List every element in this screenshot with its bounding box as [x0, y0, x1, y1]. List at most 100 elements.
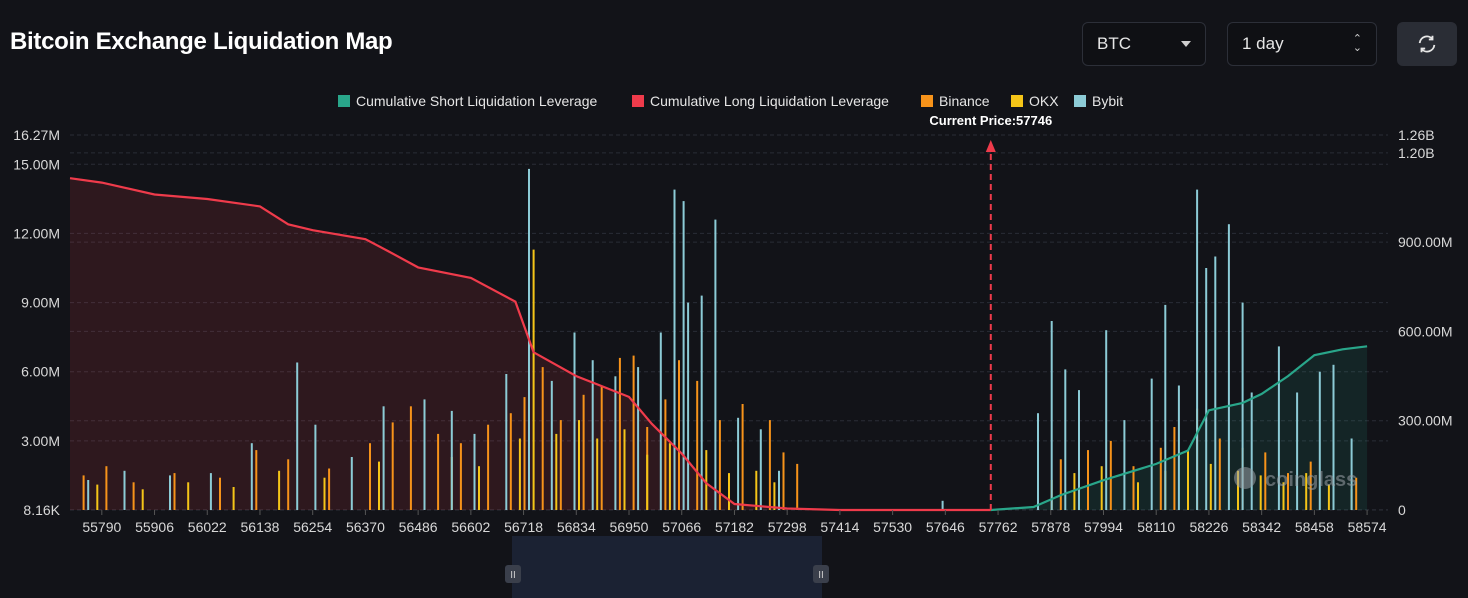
x-tick-label: 57066	[662, 519, 701, 535]
x-tick-label: 57298	[768, 519, 807, 535]
liquidation-bar	[518, 438, 521, 510]
current-price-label: Current Price:57746	[929, 113, 1052, 128]
y-left-tick-label: 8.16K	[23, 502, 60, 518]
coin-select[interactable]: BTC	[1082, 22, 1206, 66]
liquidation-bar	[96, 484, 99, 510]
y-right-tick-label: 1.26B	[1398, 127, 1435, 143]
x-tick-label: 58574	[1348, 519, 1387, 535]
liquidation-bar	[459, 443, 462, 510]
liquidation-bar	[123, 470, 126, 510]
x-tick-label: 57994	[1084, 519, 1123, 535]
slider-handle-left[interactable]: II	[505, 565, 521, 583]
liquidation-bar	[328, 468, 331, 510]
liquidation-bar	[209, 473, 212, 510]
cumulative-line	[990, 345, 1368, 512]
liquidation-bar	[573, 332, 576, 510]
y-right-tick-label: 0	[1398, 502, 1406, 518]
refresh-icon	[1418, 35, 1436, 53]
liquidation-bar	[1218, 438, 1221, 510]
legend-item-binance[interactable]: Binance	[921, 93, 990, 109]
liquidation-bar	[700, 295, 703, 510]
liquidation-bar	[1187, 450, 1189, 510]
y-right-tick-label: 300.00M	[1398, 413, 1452, 429]
svg-text:Binance: Binance	[939, 93, 990, 109]
liquidation-bar	[555, 433, 558, 510]
liquidation-bar	[773, 482, 776, 510]
liquidation-bar	[1309, 461, 1312, 510]
liquidation-bar	[1150, 378, 1153, 510]
up-down-arrows-icon: ⌃ ⌄	[1352, 33, 1362, 54]
liquidation-bar	[578, 420, 580, 510]
liquidation-bar	[382, 406, 385, 510]
slider-handle-right[interactable]: II	[813, 565, 829, 583]
liquidation-bar	[1250, 392, 1253, 510]
liquidation-bar	[409, 406, 412, 510]
liquidation-bar	[1132, 466, 1135, 510]
liquidation-bar	[1209, 463, 1212, 510]
liquidation-bars	[82, 168, 1358, 510]
liquidation-bar	[1059, 459, 1062, 510]
refresh-button[interactable]	[1397, 22, 1457, 66]
liquidation-bar	[1350, 438, 1353, 510]
liquidation-bar	[646, 454, 649, 510]
liquidation-bar	[1214, 256, 1217, 510]
liquidation-bar	[550, 380, 553, 510]
liquidation-bar	[687, 302, 690, 510]
time-range-select[interactable]: 1 day ⌃ ⌄	[1227, 22, 1377, 66]
time-range-value: 1 day	[1242, 34, 1284, 53]
cumulative-lines	[69, 177, 1368, 512]
liquidation-bar	[596, 438, 599, 510]
liquidation-bar	[173, 473, 176, 510]
liquidation-bar	[1173, 427, 1176, 510]
x-tick-label: 56950	[610, 519, 649, 535]
liquidation-bar	[618, 357, 621, 510]
y-left-tick-label: 16.27M	[13, 127, 60, 143]
liquidation-bar	[796, 463, 799, 510]
legend-item-short[interactable]: Cumulative Short Liquidation Leverage	[338, 93, 597, 109]
liquidation-bar	[632, 355, 635, 510]
liquidation-bar	[450, 410, 453, 510]
liquidation-bar	[1073, 473, 1076, 510]
liquidation-bar	[1318, 371, 1321, 510]
liquidation-bar	[1137, 482, 1139, 510]
liquidation-bar	[532, 249, 535, 510]
coin-select-value: BTC	[1097, 34, 1131, 53]
cumulative-areas	[70, 178, 1368, 510]
chart-legend: Cumulative Short Liquidation Leverage Cu…	[338, 93, 1123, 109]
legend-item-okx[interactable]: OKX	[1011, 93, 1059, 109]
liquidation-bar	[759, 429, 762, 510]
liquidation-bar	[768, 420, 771, 510]
legend-item-long[interactable]: Cumulative Long Liquidation Leverage	[632, 93, 889, 109]
range-zoom-slider[interactable]: II II	[505, 536, 829, 598]
liquidation-bar	[105, 466, 108, 510]
liquidation-bar	[1241, 302, 1244, 510]
liquidation-bar	[1078, 390, 1080, 510]
liquidation-bar	[673, 189, 676, 510]
legend-item-bybit[interactable]: Bybit	[1074, 93, 1123, 109]
liquidation-bar	[132, 482, 135, 510]
liquidation-bar	[778, 470, 780, 510]
liquidation-bar	[1332, 364, 1335, 510]
x-tick-label: 56370	[346, 519, 385, 535]
liquidation-bar	[369, 443, 371, 510]
liquidation-bar	[1227, 224, 1230, 510]
svg-text:Cumulative Long Liquidation Le: Cumulative Long Liquidation Leverage	[650, 93, 889, 109]
liquidation-bar	[782, 452, 785, 510]
liquidation-bar	[728, 473, 730, 510]
liquidation-bar	[350, 457, 353, 510]
x-tick-label: 56486	[399, 519, 438, 535]
liquidation-bar	[1087, 450, 1089, 510]
x-tick-label: 55790	[82, 519, 121, 535]
liquidation-bar	[509, 413, 512, 510]
liquidation-bar	[1037, 413, 1039, 510]
liquidation-bar	[1327, 484, 1330, 510]
liquidation-bar	[487, 424, 490, 510]
liquidation-bar	[478, 466, 480, 510]
liquidation-bar	[541, 367, 544, 510]
svg-text:II: II	[818, 570, 824, 581]
x-tick-label: 56834	[557, 519, 596, 535]
liquidation-bar	[82, 475, 85, 510]
y-right-tick-label: 900.00M	[1398, 234, 1452, 250]
x-tick-label: 56718	[504, 519, 543, 535]
liquidation-bar	[1177, 385, 1180, 510]
